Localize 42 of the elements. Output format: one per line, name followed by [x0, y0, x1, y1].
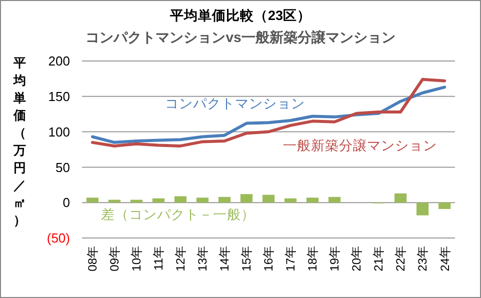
series-label: 差（コンパクト－一般） [101, 207, 255, 222]
y-tick-label: (50) [46, 230, 70, 246]
bar [152, 198, 165, 203]
y-tick-label: 50 [56, 160, 70, 175]
bar [86, 198, 99, 203]
chart-subtitle: コンパクトマンションvs一般新築分譲マンション [86, 29, 396, 45]
x-tick-label: 11年 [152, 246, 166, 270]
bar [306, 198, 319, 203]
chart-title: 平均単価比較（23区） [168, 8, 312, 23]
x-tick-label: 24年 [438, 246, 452, 272]
bar [218, 196, 231, 203]
text: 平均単価（万円／㎡） [14, 56, 26, 228]
x-tick-label: 15年 [240, 246, 254, 272]
y-tick-label: 100 [48, 124, 70, 140]
bar [328, 196, 341, 203]
x-tick-label: 09年 [108, 246, 122, 272]
x-tick-label: 22年 [394, 246, 408, 272]
bar [240, 194, 253, 203]
x-tick-label: 16年 [262, 246, 276, 272]
x-tick-label: 12年 [174, 246, 188, 272]
bar [262, 194, 275, 203]
x-tick-label: 19年 [328, 246, 342, 272]
series-label: コンパクトマンション [165, 96, 305, 111]
x-tick-label: 14年 [218, 246, 232, 272]
x-tick-label: 08年 [86, 246, 100, 272]
series-label: 一般新築分譲マンション [283, 138, 437, 153]
bar [438, 202, 451, 209]
x-tick-label: 20年 [350, 246, 364, 272]
bar [174, 196, 187, 203]
y-tick-label: 200 [48, 54, 70, 69]
x-tick-label: 21年 [372, 246, 386, 272]
y-tick-label: 0 [62, 195, 70, 210]
bar [394, 193, 407, 203]
y-tick-label: 150 [48, 88, 70, 104]
x-tick-label: 23年 [416, 246, 430, 272]
bar [196, 198, 209, 203]
bar [284, 198, 297, 203]
x-tick-label: 17年 [284, 246, 298, 272]
x-tick-label: 18年 [306, 246, 320, 272]
bar [416, 202, 429, 216]
x-tick-label: 13年 [196, 246, 210, 272]
x-tick-label: 10年 [130, 246, 144, 272]
